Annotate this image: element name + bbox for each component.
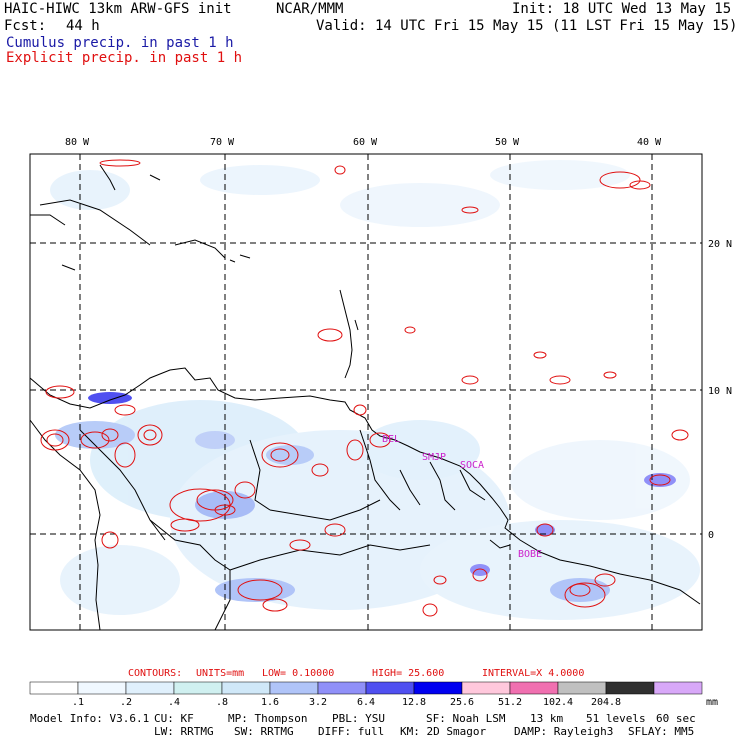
colorbar-swatch xyxy=(77,681,127,695)
colorbar-tick-label: 6.4 xyxy=(357,697,375,708)
levels: 51 levels xyxy=(586,712,646,725)
colorbar-swatch xyxy=(413,681,463,695)
colorbar-tick-label: 51.2 xyxy=(498,697,522,708)
init-time: Init: 18 UTC Wed 13 May 15 xyxy=(512,1,732,17)
colorbar-swatch xyxy=(317,681,367,695)
colorbar-swatch xyxy=(653,681,703,695)
colorbar: .1 .2 .4 .8 1.6 3.2 6.4 12.8 25.6 51.2 102.4 204.8 xyxy=(29,681,703,708)
lon-label: 50 W xyxy=(495,137,520,148)
lat-label: 10 N xyxy=(708,386,732,397)
damp-scheme: DAMP: Rayleigh3 xyxy=(514,725,614,738)
diff-scheme: DIFF: full xyxy=(318,725,385,738)
contours-label: CONTOURS: xyxy=(128,668,182,679)
colorbar-swatch xyxy=(557,681,607,695)
colorbar-tick-label: .1 xyxy=(72,697,84,708)
contours-interval: INTERVAL=X 4.0000 xyxy=(482,668,584,679)
km-scheme: KM: 2D Smagor xyxy=(400,725,487,738)
contours-units: UNITS=mm xyxy=(196,668,244,679)
model-info: Model Info: V3.6.1 xyxy=(30,712,150,725)
colorbar-tick-label: .4 xyxy=(168,697,180,708)
explicit-precip-contours xyxy=(40,159,689,617)
model-title: HAIC-HIWC 13km ARW-GFS init xyxy=(4,1,232,17)
station-label: BOBE xyxy=(518,549,542,560)
lw-scheme: LW: RRTMG xyxy=(154,725,214,738)
colorbar-swatch xyxy=(365,681,415,695)
forecast-hour: 44 h xyxy=(66,18,100,34)
colorbar-unit: mm xyxy=(706,697,718,708)
longitude-labels: 80 W 70 W 60 W 50 W 40 W xyxy=(65,137,662,148)
colorbar-tick-label: 3.2 xyxy=(309,697,327,708)
cu-scheme: CU: KF xyxy=(154,712,194,725)
lon-label: 70 W xyxy=(210,137,235,148)
sw-scheme: SW: RRTMG xyxy=(234,725,294,738)
forecast-label: Fcst: xyxy=(4,18,47,34)
latitude-labels: 20 N 10 N 0 xyxy=(708,239,732,541)
station-label: SMJP xyxy=(422,452,446,463)
colorbar-swatch xyxy=(509,681,559,695)
contours-low: LOW= 0.10000 xyxy=(262,668,334,679)
colorbar-tick-label: 1.6 xyxy=(261,697,279,708)
org-label: NCAR/MMM xyxy=(276,1,344,17)
colorbar-tick-label: 12.8 xyxy=(402,697,426,708)
lat-label: 20 N xyxy=(708,239,732,250)
mp-scheme: MP: Thompson xyxy=(228,712,308,725)
colorbar-tick-label: 102.4 xyxy=(543,697,573,708)
station-label: SOCA xyxy=(460,460,484,471)
contours-info: CONTOURS: UNITS=mm LOW= 0.10000 HIGH= 25… xyxy=(128,668,584,679)
colorbar-tick-label: 204.8 xyxy=(591,697,621,708)
colorbar-swatch xyxy=(221,681,271,695)
lon-label: 40 W xyxy=(637,137,662,148)
lat-label: 0 xyxy=(708,530,714,541)
lon-label: 80 W xyxy=(65,137,90,148)
pbl-scheme: PBL: YSU xyxy=(332,712,385,725)
explicit-precip-label: Explicit precip. in past 1 h xyxy=(6,50,243,66)
sflay-scheme: SFLAY: MM5 xyxy=(628,725,695,738)
contours-high: HIGH= 25.600 xyxy=(372,668,444,679)
colorbar-tick-label: .2 xyxy=(120,697,132,708)
timestep: 60 sec xyxy=(656,712,696,725)
station-label: BEL xyxy=(382,434,400,445)
colorbar-tick-label: 25.6 xyxy=(450,697,474,708)
cumulus-precip-label: Cumulus precip. in past 1 h xyxy=(6,35,234,51)
colorbar-swatch xyxy=(29,681,79,695)
colorbar-swatch xyxy=(173,681,223,695)
grid-lines xyxy=(30,154,702,630)
valid-time: Valid: 14 UTC Fri 15 May 15 (11 LST Fri … xyxy=(316,18,738,34)
colorbar-swatch xyxy=(461,681,511,695)
sf-scheme: SF: Noah LSM xyxy=(426,712,506,725)
colorbar-swatch xyxy=(605,681,655,695)
station-labels: BEL SMJP SOCA BOBE xyxy=(382,434,542,560)
lon-label: 60 W xyxy=(353,137,378,148)
colorbar-swatch xyxy=(125,681,175,695)
colorbar-swatch xyxy=(269,681,319,695)
colorbar-tick-label: .8 xyxy=(216,697,228,708)
resolution: 13 km xyxy=(530,712,564,725)
